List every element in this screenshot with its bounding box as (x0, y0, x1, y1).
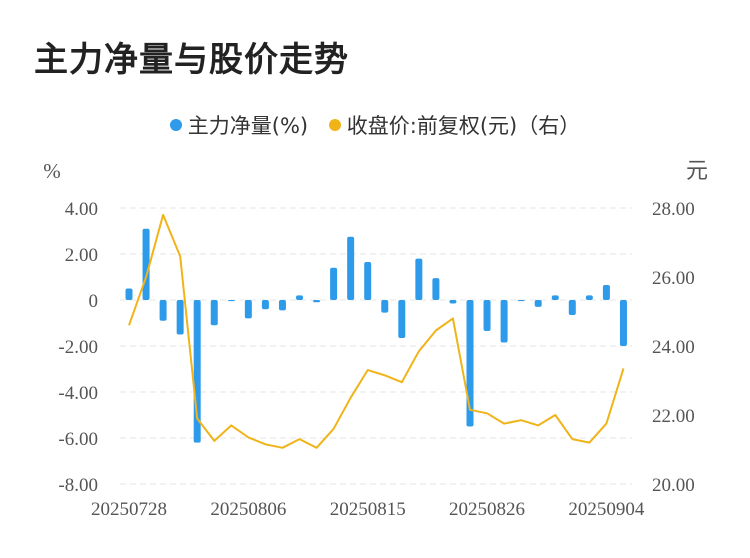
x-tick-label: 20250806 (210, 499, 286, 520)
bar (568, 300, 576, 315)
bar (415, 258, 423, 300)
bar (193, 300, 201, 443)
bar (602, 285, 610, 300)
legend-dot-bar-icon (169, 119, 182, 131)
bar (159, 300, 167, 321)
bar (278, 300, 286, 311)
bar (176, 300, 184, 335)
bar (381, 300, 389, 313)
bar (313, 300, 321, 303)
bar (483, 300, 491, 332)
bar (517, 300, 525, 302)
bar (142, 228, 150, 300)
bar (244, 300, 252, 319)
y-left-tick-label: 4.00 (65, 199, 98, 220)
y-right-tick-label: 28.00 (652, 199, 695, 220)
price-line (128, 213, 625, 449)
x-tick-label: 20250728 (91, 499, 167, 520)
legend-label-close-price: 收盘价:前复权(元)（右） (346, 114, 581, 138)
bar (125, 288, 133, 300)
y-left-tick-label: -6.00 (58, 429, 98, 450)
y-right-tick-label: 26.00 (652, 268, 695, 289)
bar (432, 278, 440, 300)
x-tick-label: 20250904 (568, 499, 645, 520)
bar (330, 267, 338, 300)
bar (449, 300, 457, 304)
bar (261, 300, 269, 310)
grid-lines (120, 207, 632, 485)
y-axis-right-label: 元 (686, 159, 708, 184)
y-left-tick-label: -2.00 (58, 337, 98, 358)
bar (551, 295, 559, 300)
y-left-tick-label: -4.00 (58, 383, 98, 404)
x-tick-label: 20250826 (449, 499, 525, 520)
bar-series (125, 228, 627, 443)
y-axis-left-label: % (43, 159, 61, 183)
bar (347, 236, 355, 300)
x-tick-label: 20250815 (330, 499, 406, 520)
y-left-tick-label: 0 (89, 291, 99, 312)
legend-item-net-volume[interactable]: 主力净量(%) (169, 110, 309, 140)
bar (210, 300, 218, 326)
y-right-tick-label: 22.00 (652, 406, 695, 427)
bar (296, 295, 303, 300)
bar (534, 300, 542, 307)
y-left-tick-label: 2.00 (65, 245, 98, 266)
bar (619, 300, 627, 346)
legend-dot-line-icon (328, 119, 341, 131)
bar (364, 262, 372, 300)
bar (585, 295, 593, 300)
y-axis-right-ticks: 28.00 26.00 24.00 22.00 20.00 (652, 199, 695, 496)
bar (398, 300, 406, 338)
bar (227, 300, 235, 302)
line-series (128, 213, 625, 449)
chart-legend: 主力净量(%) 收盘价:前复权(元)（右） (0, 110, 750, 140)
x-axis-ticks: 20250728 20250806 20250815 20250826 20250904 (91, 499, 645, 520)
y-right-tick-label: 24.00 (652, 337, 695, 358)
y-left-tick-label: -8.00 (58, 475, 98, 496)
bar (466, 300, 474, 427)
y-axis-left-ticks: 4.00 2.00 0 -2.00 -4.00 -6.00 -8.00 (58, 199, 98, 496)
legend-item-close-price[interactable]: 收盘价:前复权(元)（右） (328, 110, 581, 140)
bar (500, 300, 508, 343)
y-right-tick-label: 20.00 (652, 475, 695, 496)
legend-label-net-volume: 主力净量(%) (187, 114, 309, 138)
chart-title: 主力净量与股价走势 (34, 40, 349, 80)
